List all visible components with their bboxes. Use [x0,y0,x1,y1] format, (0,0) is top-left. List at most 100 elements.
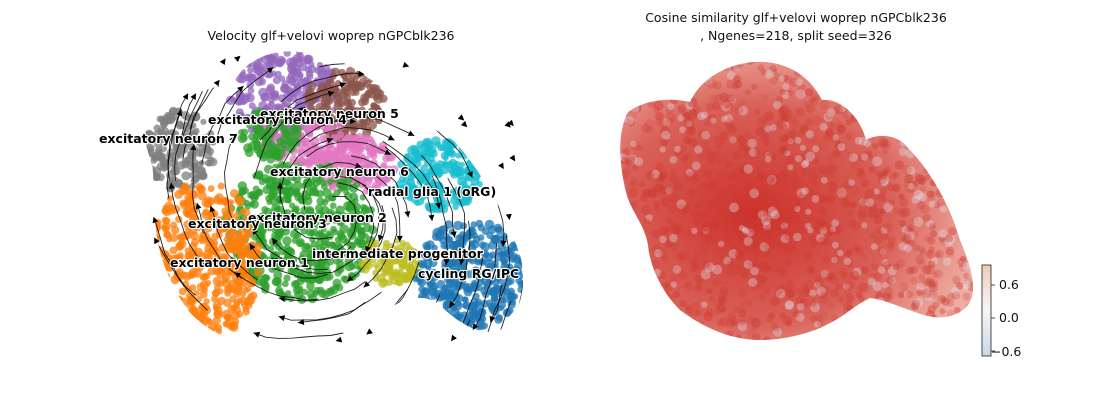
velocity-streamline [327,117,415,137]
cosine-point [688,67,695,75]
cosine-point [931,257,939,265]
cosine-point [664,62,672,71]
cosine-point [741,173,751,183]
cosine-point [779,104,789,115]
cosine-point [962,189,970,197]
cosine-point [645,61,653,67]
cosine-point [971,151,974,159]
cosine-point [799,163,808,172]
cell-point [161,225,168,231]
cosine-point [737,288,748,298]
cosine-point [653,100,664,111]
cell-point [183,220,192,229]
cell-point [441,309,451,319]
cosine-point [785,320,792,327]
cosine-point [651,169,660,179]
cosine-point [958,262,968,272]
cosine-point [795,155,803,163]
cosine-point [805,118,814,127]
cell-point [208,157,218,167]
cosine-point [874,208,884,218]
cell-point [348,98,356,107]
cosine-point [727,61,737,66]
cosine-point [843,89,852,97]
cosine-point [765,224,774,233]
cosine-point [970,134,974,144]
cell-point [261,206,269,214]
cosine-point [694,61,702,66]
cell-point [416,140,425,149]
cell-point [373,104,380,111]
cluster-label-excitatory-neuron-2: excitatory neuron 2 [248,210,387,225]
cosine-point [627,155,636,165]
cell-point [334,167,344,177]
cosine-point [755,126,765,136]
cell-point [443,146,453,156]
velocity-arrowhead [298,107,305,113]
cosine-point [935,96,943,105]
cosine-point [945,104,955,115]
cell-point [181,320,190,329]
cosine-point [822,196,830,203]
cosine-point [870,123,877,130]
cosine-point [882,293,892,302]
cosine-point [622,290,632,301]
cosine-point [651,229,660,238]
cosine-point [813,333,823,340]
cell-point [244,203,251,210]
cosine-point [700,223,709,232]
cosine-point [969,261,974,268]
cosine-point [719,254,727,262]
cosine-point [963,277,974,288]
cosine-point [670,324,680,334]
cell-point [306,131,314,139]
cell-point [306,244,314,253]
cosine-point [845,61,853,68]
cell-point [484,219,495,230]
velocity-streamline [337,182,375,253]
cell-point [238,75,247,84]
cosine-point [952,86,959,93]
cell-point [318,252,325,260]
cell-point [158,115,166,123]
cosine-point [620,192,627,200]
cosine-point [717,173,727,184]
cosine-point [753,187,763,197]
cell-point [486,276,495,285]
cell-point [506,277,515,285]
cosine-point [687,123,695,131]
cosine-point [791,338,800,340]
cell-point [281,145,288,152]
cosine-point [826,154,835,164]
velocity-streamline [363,207,398,288]
cell-point [149,279,159,289]
velocity-streamline [224,135,236,224]
cosine-point [802,250,813,260]
cosine-point [928,195,935,202]
cosine-point [643,247,650,255]
cosine-point [780,284,789,293]
cosine-point [910,142,917,150]
cosine-point [780,122,788,130]
cosine-point [691,227,698,234]
cell-point [465,270,474,279]
cosine-point [883,222,893,232]
cosine-point [649,170,657,177]
cell-point [372,269,380,277]
cosine-point [651,85,661,96]
cosine-point [774,288,783,297]
velocity-streamline [155,51,212,64]
cell-point [212,333,219,341]
cosine-point [888,61,899,70]
cosine-point [879,248,887,255]
cosine-point [835,140,843,148]
cosine-point [781,121,790,130]
cosine-point [951,142,959,149]
cell-point [363,79,372,88]
cosine-point [671,264,681,274]
cosine-point [938,124,946,132]
cosine-point [909,265,918,274]
cosine-point [640,193,649,202]
cosine-point [893,96,903,106]
velocity-streamline [350,155,409,218]
